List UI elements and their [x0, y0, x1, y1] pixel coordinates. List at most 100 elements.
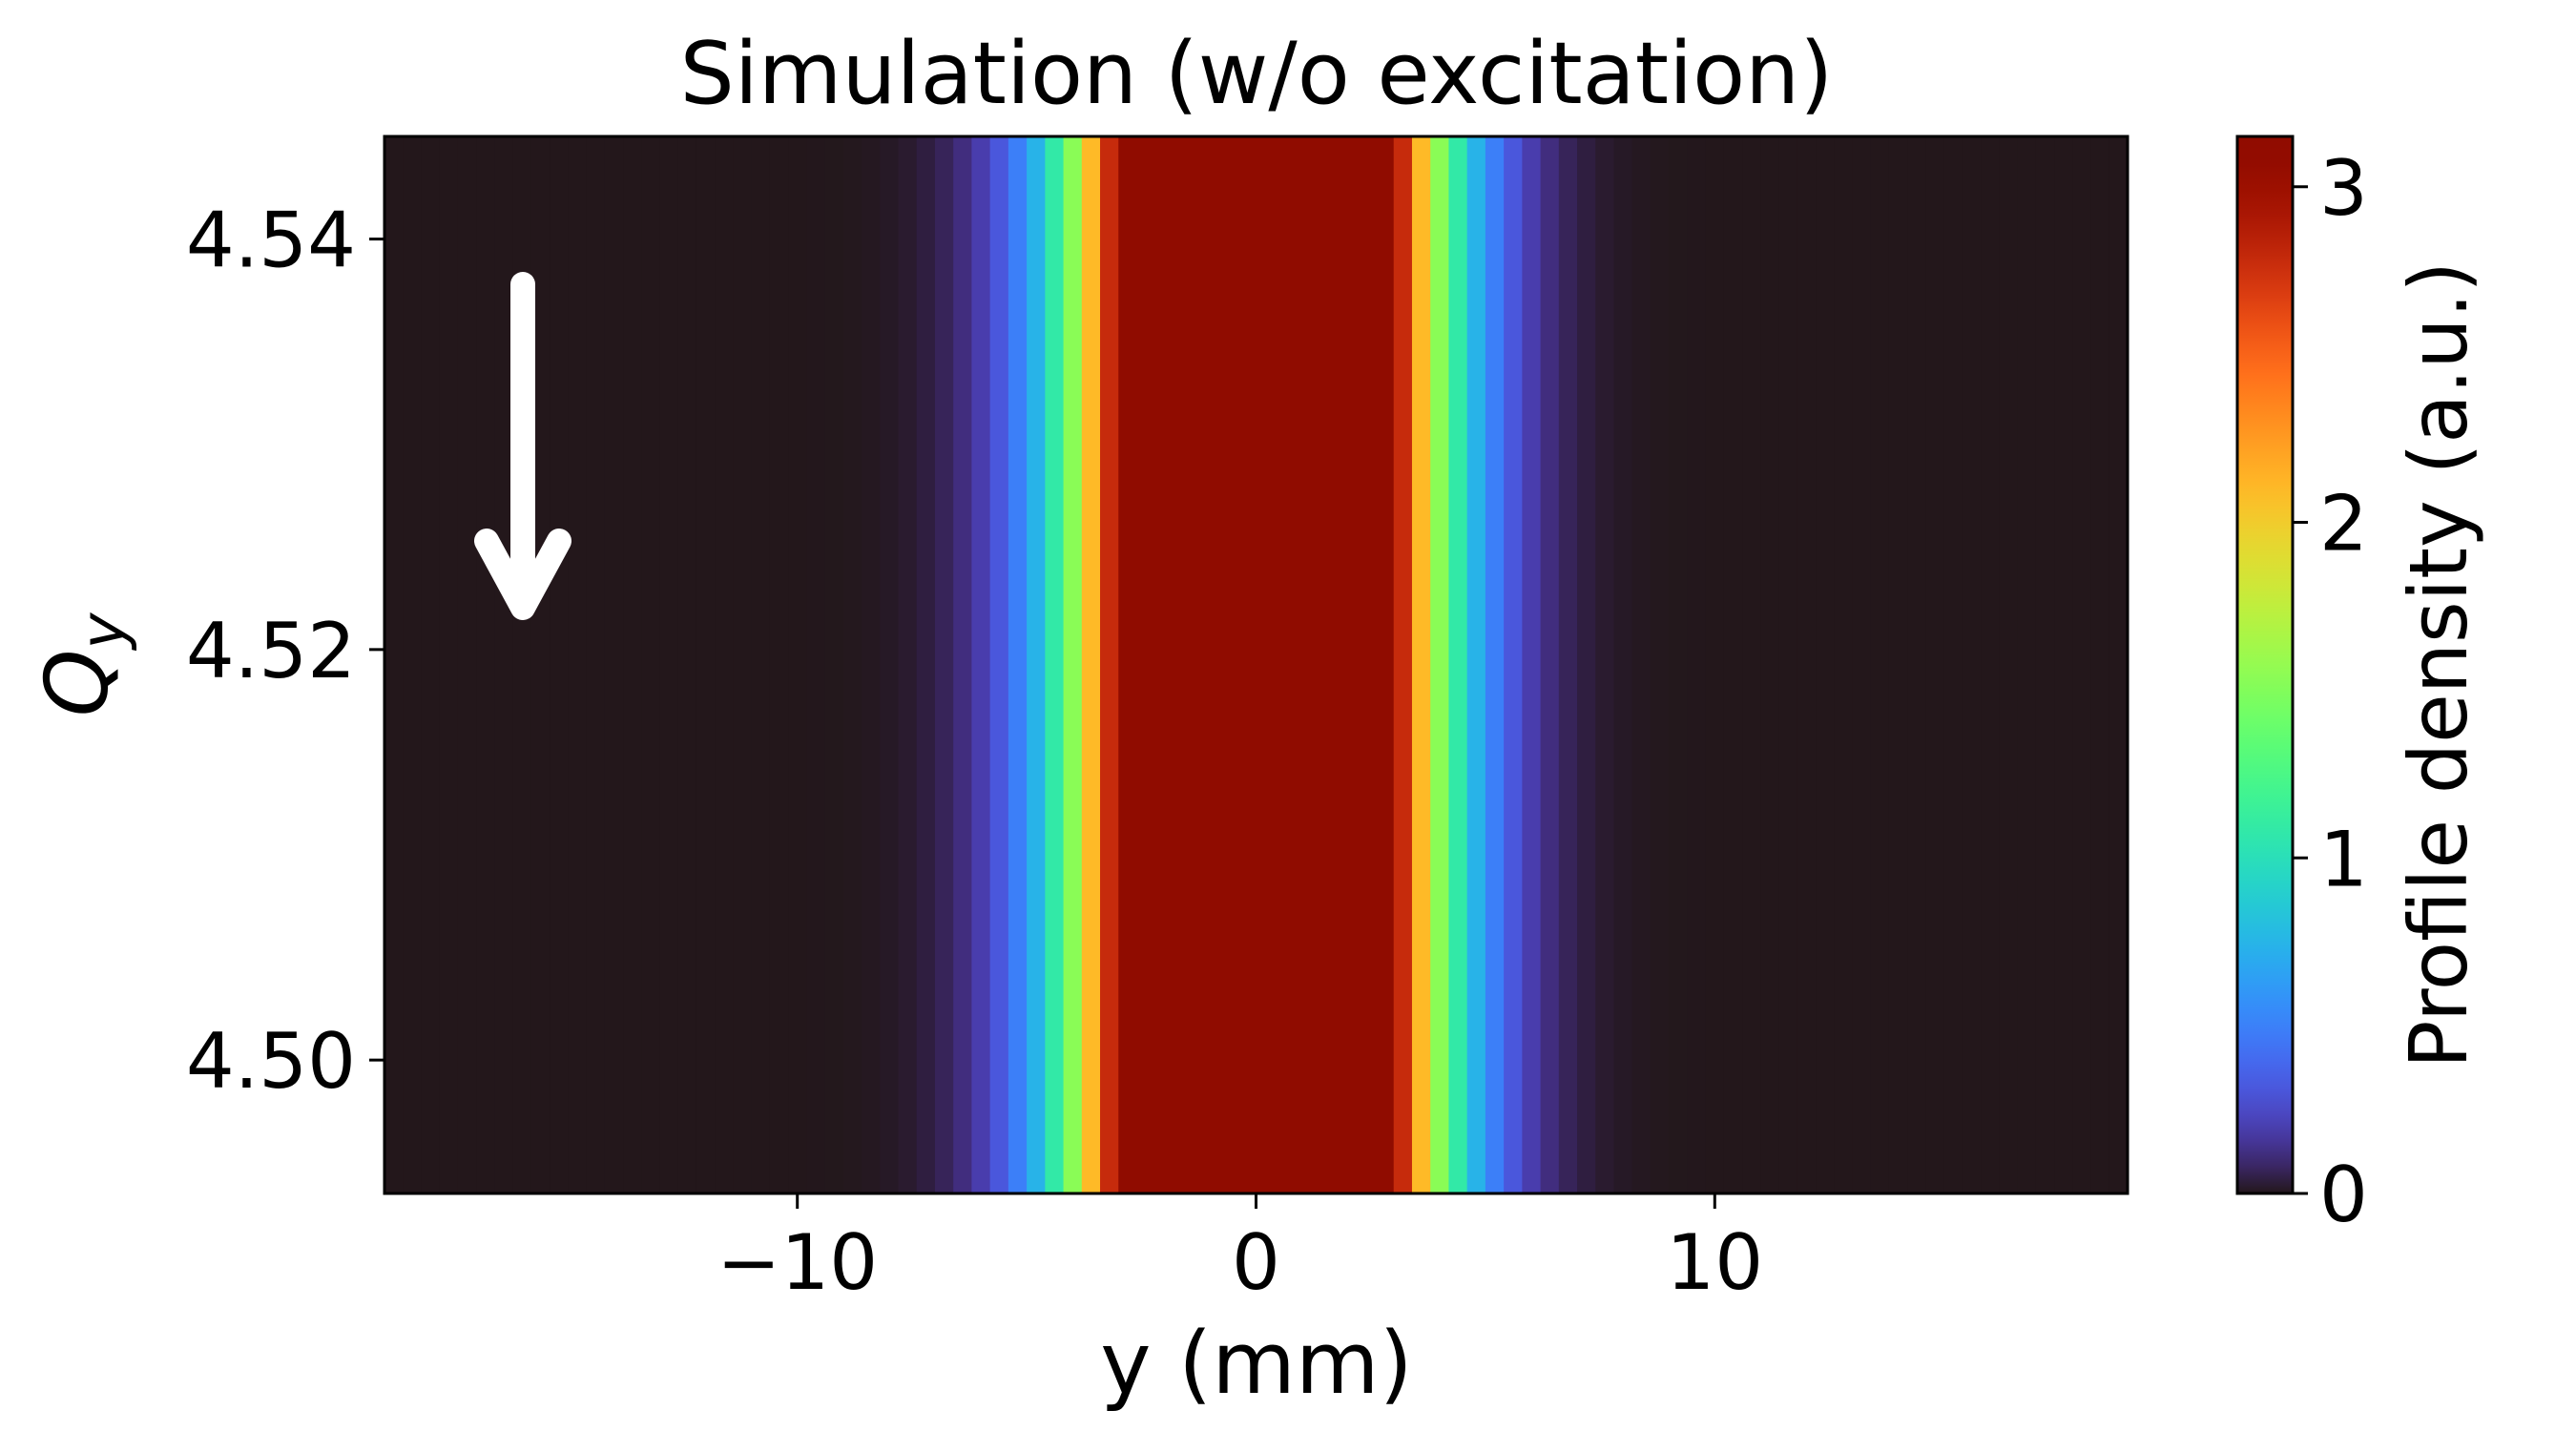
heatmap-cell	[1962, 136, 1982, 1193]
heatmap-cell	[1888, 136, 1909, 1193]
heatmap-cell	[842, 136, 862, 1193]
heatmap	[384, 136, 2129, 1193]
heatmap-cell	[971, 136, 991, 1193]
heatmap-cell	[2017, 136, 2037, 1193]
heatmap-cell	[1925, 136, 1945, 1193]
arrow-annotation	[474, 272, 571, 620]
x-axis-label: y (mm)	[1100, 1314, 1412, 1414]
heatmap-cell	[824, 136, 844, 1193]
heatmap-cell	[989, 136, 1009, 1193]
colorbar-label: Profile density (a.u.)	[2392, 261, 2485, 1068]
heatmap-cell	[1907, 136, 1927, 1193]
y-axis-label-sub: y	[69, 612, 139, 652]
x-axis: −10 0 10	[717, 1193, 1763, 1307]
heatmap-cell	[641, 136, 661, 1193]
heatmap-cell	[1558, 136, 1578, 1193]
heatmap-cell	[457, 136, 477, 1193]
heatmap-cell	[880, 136, 900, 1193]
heatmap-cell	[677, 136, 697, 1193]
heatmap-cell	[934, 136, 954, 1193]
heatmap-cell	[1136, 136, 1156, 1193]
heatmap-cell	[1357, 136, 1377, 1193]
heatmap-cell	[568, 136, 588, 1193]
colorbar-tick-label: 2	[2319, 480, 2368, 569]
heatmap-cell	[1981, 136, 2001, 1193]
y-tick-label: 4.52	[186, 607, 356, 695]
heatmap-cell	[421, 136, 441, 1193]
heatmap-cell	[1430, 136, 1450, 1193]
heatmap-cell	[384, 136, 405, 1193]
heatmap-cell	[1411, 136, 1431, 1193]
heatmap-cell	[1669, 136, 1689, 1193]
heatmap-cell	[1723, 136, 1743, 1193]
heatmap-cell	[2054, 136, 2074, 1193]
heatmap-cell	[403, 136, 423, 1193]
heatmap-cell	[1100, 136, 1120, 1193]
heatmap-cell	[550, 136, 570, 1193]
heatmap-cell	[806, 136, 826, 1193]
heatmap-cell	[1301, 136, 1321, 1193]
heatmap-cell	[953, 136, 973, 1193]
heatmap-cell	[1705, 136, 1725, 1193]
heatmap-cell	[623, 136, 643, 1193]
chart-title: Simulation (w/o excitation)	[680, 24, 1834, 124]
y-axis-label: Qy	[28, 612, 139, 717]
heatmap-cell	[1687, 136, 1707, 1193]
heatmap-cell	[2090, 136, 2110, 1193]
heatmap-cell	[916, 136, 936, 1193]
y-tick-label: 4.50	[186, 1017, 356, 1106]
heatmap-cell	[1265, 136, 1285, 1193]
heatmap-cell	[1081, 136, 1101, 1193]
heatmap-cell	[659, 136, 679, 1193]
y-tick-label: 4.54	[186, 197, 356, 285]
heatmap-cell	[1283, 136, 1303, 1193]
heatmap-cell	[1319, 136, 1340, 1193]
heatmap-cell	[1173, 136, 1193, 1193]
heatmap-cell	[1228, 136, 1248, 1193]
heatmap-cell	[1045, 136, 1065, 1193]
heatmap-cell	[1943, 136, 1963, 1193]
heatmap-cell	[1595, 136, 1615, 1193]
heatmap-cell	[862, 136, 882, 1193]
heatmap-cell	[1613, 136, 1633, 1193]
colorbar-tick-label: 0	[2319, 1151, 2368, 1239]
heatmap-cell	[439, 136, 459, 1193]
heatmap-cell	[898, 136, 918, 1193]
colorbar-tick-label: 3	[2319, 144, 2368, 233]
arrow-head	[474, 529, 571, 620]
heatmap-cell	[2109, 136, 2129, 1193]
heatmap-cell	[476, 136, 496, 1193]
heatmap-cell	[604, 136, 624, 1193]
heatmap-cell	[1466, 136, 1486, 1193]
heatmap-cell	[1375, 136, 1395, 1193]
heatmap-cell	[751, 136, 771, 1193]
heatmap-cell	[1522, 136, 1542, 1193]
heatmap-cell	[1797, 136, 1817, 1193]
colorbar-axis: 0 1 2 3	[2293, 144, 2368, 1239]
heatmap-cell	[715, 136, 735, 1193]
heatmap-cell	[1816, 136, 1836, 1193]
x-tick-label: 10	[1666, 1218, 1763, 1307]
heatmap-cell	[1742, 136, 1762, 1193]
colorbar	[2235, 135, 2295, 1195]
colorbar-tick-label: 1	[2319, 815, 2368, 903]
heatmap-cell	[1118, 136, 1138, 1193]
heatmap-cell	[1063, 136, 1083, 1193]
x-tick-label: 0	[1232, 1218, 1280, 1307]
heatmap-cell	[530, 136, 551, 1193]
heatmap-cell	[1210, 136, 1230, 1193]
heatmap-cell	[1393, 136, 1413, 1193]
y-axis: 4.50 4.52 4.54	[186, 197, 384, 1106]
heatmap-cell	[788, 136, 808, 1193]
heatmap-cell	[494, 136, 514, 1193]
heatmap-cell	[2035, 136, 2055, 1193]
heatmap-cell	[1852, 136, 1872, 1193]
heatmap-cell	[1834, 136, 1854, 1193]
heatmap-cell	[1448, 136, 1468, 1193]
heatmap-cell	[1154, 136, 1174, 1193]
heatmap-cell	[1540, 136, 1560, 1193]
heatmap-cell	[1870, 136, 1890, 1193]
heatmap-cell	[1339, 136, 1359, 1193]
heatmap-cell	[586, 136, 606, 1193]
